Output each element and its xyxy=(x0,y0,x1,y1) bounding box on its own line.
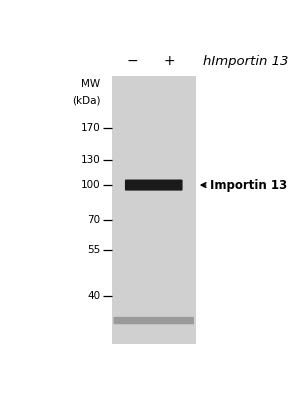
Text: 130: 130 xyxy=(80,156,100,166)
Text: +: + xyxy=(163,54,175,68)
Text: 170: 170 xyxy=(80,123,100,133)
Text: −: − xyxy=(127,54,139,68)
FancyBboxPatch shape xyxy=(125,180,183,191)
Text: 100: 100 xyxy=(81,180,100,190)
Text: Importin 13: Importin 13 xyxy=(210,178,287,192)
FancyBboxPatch shape xyxy=(113,317,194,324)
Text: 40: 40 xyxy=(87,291,100,301)
Text: (kDa): (kDa) xyxy=(72,96,100,106)
Bar xyxy=(112,76,196,344)
Text: hImportin 13: hImportin 13 xyxy=(202,55,288,68)
Text: MW: MW xyxy=(81,79,100,89)
Text: 55: 55 xyxy=(87,245,100,255)
Text: 70: 70 xyxy=(87,216,100,226)
